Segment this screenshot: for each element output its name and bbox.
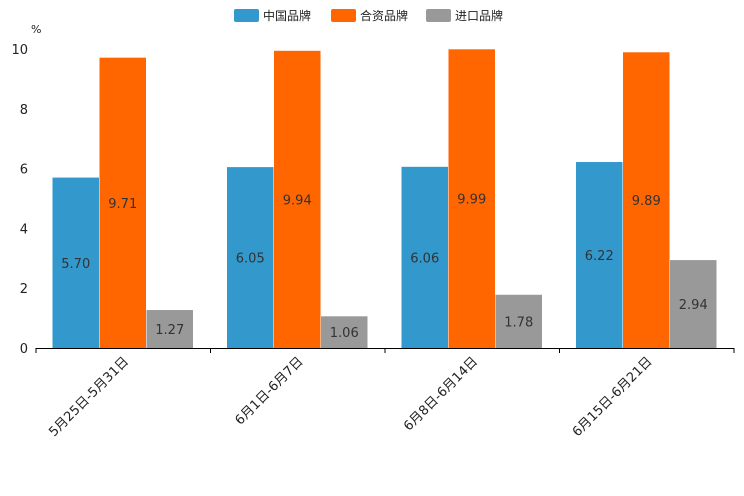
x-tick-label: 6月15日-6月21日 [570,354,656,440]
x-tick-label: 6月1日-6月7日 [232,354,306,428]
data-label: 5.70 [61,257,90,272]
x-axis: 5月25日-5月31日 6月1日-6月7日 6月8日-6月14日 6月15日-6月21… [35,348,735,440]
legend: 中国品牌 合资品牌 进口品牌 [234,8,503,23]
data-label: 9.89 [632,194,661,209]
x-tick-label: 5月25日-5月31日 [46,354,132,440]
bar [99,57,146,349]
legend-swatch [331,9,356,22]
legend-label: 中国品牌 [263,8,311,23]
bar [495,294,542,348]
bar [401,166,448,348]
legend-swatch [426,9,451,22]
bar [274,50,321,348]
data-label: 9.94 [283,193,312,208]
data-label: 1.06 [330,326,359,341]
data-label: 9.99 [457,193,486,208]
y-tick-label: 0 [20,342,28,357]
bar [448,49,495,348]
data-label: 6.06 [410,251,439,266]
legend-swatch [234,9,259,22]
data-label: 1.27 [155,323,184,338]
data-label: 1.78 [504,315,533,330]
legend-label: 合资品牌 [360,8,408,23]
bar [321,316,368,348]
data-label: 6.22 [585,249,614,264]
bar [576,162,623,348]
y-tick-label: 6 [20,163,28,178]
data-label: 9.71 [108,197,137,212]
bar [670,260,717,348]
bar [146,310,193,348]
bar [623,52,670,348]
legend-label: 进口品牌 [455,9,503,23]
y-tick-label: 10 [11,43,28,58]
y-axis-unit: % [31,23,41,36]
bar [227,167,274,348]
data-label: 2.94 [679,298,708,313]
x-tick-label: 6月8日-6月14日 [401,354,481,434]
legend-item[interactable]: 中国品牌 [234,8,311,23]
y-axis: 0 2 4 6 8 10 [11,43,28,357]
legend-item[interactable]: 进口品牌 [426,9,503,23]
legend-item[interactable]: 合资品牌 [331,8,408,23]
y-tick-label: 8 [20,103,28,118]
y-tick-label: 2 [20,282,28,297]
data-label: 6.05 [236,252,265,267]
bars: 5.70 9.71 1.27 6.05 9.94 1.06 6.06 9.99 1.78 6.22… [52,49,717,349]
y-tick-label: 4 [20,222,28,237]
bar [52,177,99,348]
